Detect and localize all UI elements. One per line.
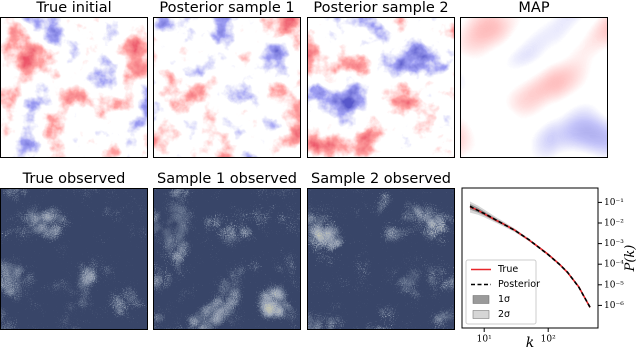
y-tick-label: 10⁻¹	[604, 198, 624, 208]
legend-swatch	[472, 295, 490, 304]
confidence-band	[469, 203, 591, 308]
panel-title: MAP	[518, 0, 549, 16]
legend-box	[465, 259, 537, 325]
x-axis-label: k	[526, 335, 534, 351]
y-tick-label: 10⁻²	[604, 219, 624, 229]
power-spectrum-chart: 10¹ 10² 10⁻¹ 10⁻² 10⁻³ 10⁻⁴ 10⁻⁵ 10⁻⁶ k P(k) True P…	[461, 187, 638, 351]
x-tick-label: 10²	[541, 335, 556, 345]
field-image	[307, 188, 455, 330]
y-tick-label: 10⁻⁵	[604, 280, 624, 290]
legend-label: 1σ	[498, 294, 510, 305]
legend-label: 2σ	[498, 309, 510, 320]
y-tick-label: 10⁻⁴	[604, 260, 624, 270]
panel-title: Posterior sample 1	[159, 0, 294, 16]
y-tick-label: 10⁻⁶	[604, 301, 624, 311]
y-tick-label: 10⁻³	[604, 239, 624, 249]
panel-title: Posterior sample 2	[313, 0, 448, 16]
field-image	[153, 17, 301, 158]
panel-frames	[0, 17, 608, 330]
legend-label: Posterior	[498, 279, 540, 290]
legend-swatch	[472, 310, 490, 319]
field-image	[460, 17, 608, 158]
y-axis-label: P(k)	[623, 245, 638, 273]
panel-title: True initial	[35, 0, 111, 16]
field-image	[153, 188, 301, 330]
panel-title: Sample 1 observed	[157, 171, 297, 187]
field-image	[0, 16, 149, 159]
legend-label: True	[497, 264, 518, 275]
field-image	[307, 17, 455, 158]
panel-title: Sample 2 observed	[311, 171, 451, 187]
series-line	[469, 205, 591, 308]
field-image	[0, 188, 148, 330]
plot-frame	[461, 187, 599, 329]
x-tick-label: 10¹	[477, 335, 492, 345]
panel-title: True observed	[22, 171, 126, 187]
